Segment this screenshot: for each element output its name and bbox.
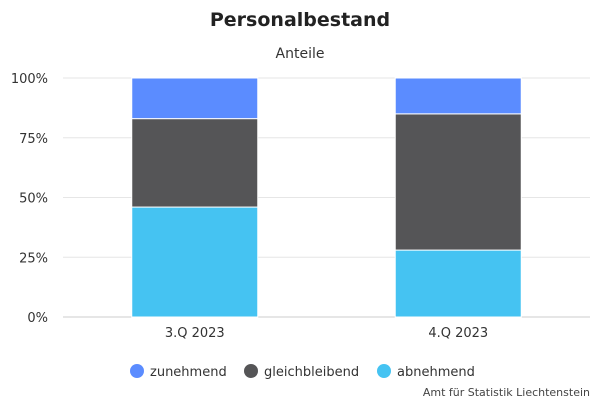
legend: zunehmend gleichbleibend abnehmend [130,364,475,380]
y-tick-label: 75% [19,132,48,147]
bar-segment-abnehmend[interactable] [131,206,259,318]
legend-marker [244,364,258,378]
y-tick-label: 25% [19,251,48,266]
y-tick-label: 100% [11,72,48,87]
legend-item-abnehmend[interactable]: abnehmend [377,364,475,380]
y-axis: 0% 25% 50% 75% 100% [11,72,48,326]
legend-label: gleichbleibend [264,365,359,380]
x-tick-label: 3.Q 2023 [165,326,225,341]
chart-title: Personalbestand [210,9,390,31]
legend-label: abnehmend [397,365,475,380]
y-tick-label: 50% [19,192,48,207]
x-axis: 3.Q 2023 4.Q 2023 [165,326,488,341]
legend-item-zunehmend[interactable]: zunehmend [130,364,227,380]
legend-marker [130,364,144,378]
bar-segment-zunehmend[interactable] [394,77,522,115]
x-tick-label: 4.Q 2023 [428,326,488,341]
chart-subtitle: Anteile [276,46,325,62]
bars [131,77,522,318]
bar-segment-zunehmend[interactable] [131,77,259,120]
bar-segment-gleichbleibend[interactable] [394,113,522,251]
legend-item-gleichbleibend[interactable]: gleichbleibend [244,364,359,380]
source-credit: Amt für Statistik Liechtenstein [423,386,590,399]
legend-marker [377,364,391,378]
bar-segment-abnehmend[interactable] [394,249,522,318]
bar-segment-gleichbleibend[interactable] [131,118,259,208]
legend-label: zunehmend [150,365,227,380]
y-tick-label: 0% [27,311,48,326]
